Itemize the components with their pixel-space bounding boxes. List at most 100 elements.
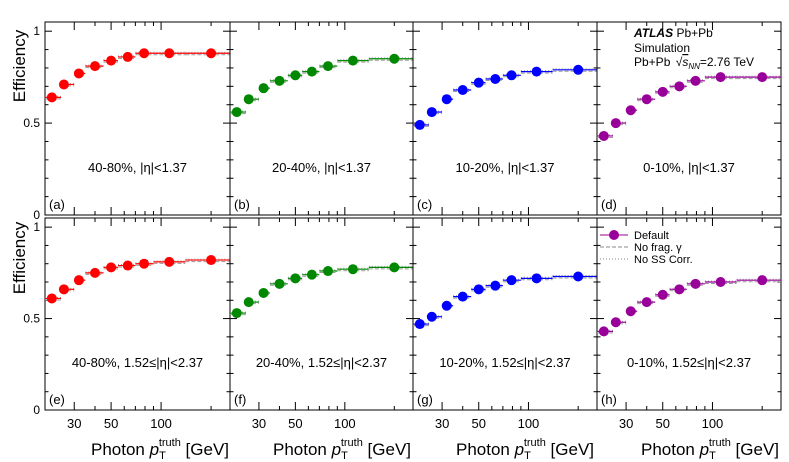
x-tick-label: 30 [435, 416, 449, 431]
data-point [306, 269, 317, 280]
data-point [258, 287, 269, 298]
x-tick-label: 50 [655, 416, 669, 431]
data-point [122, 260, 133, 271]
data-point [457, 85, 468, 96]
legend-nofrag-label: No frag. γ [634, 242, 682, 254]
data-point [506, 70, 517, 81]
data-point [414, 119, 425, 130]
panel-frame [596, 21, 782, 216]
panel-c: (c) 10-20%, |η|<1.37 [412, 21, 598, 216]
data-point [641, 94, 652, 105]
data-point [490, 73, 501, 84]
data-point [274, 75, 285, 86]
panel-g: 30 50 100 (g) 10-20%, 1.52≤|η|<2.37 [412, 217, 598, 431]
data-point [164, 48, 175, 59]
data-point [243, 297, 254, 308]
x-tick-label: 100 [150, 416, 172, 431]
panel-frame [229, 21, 414, 216]
data-point [258, 83, 269, 94]
panel-h: 30 50 100 (h) 0-10%, 1.52≤|η|<2.37 [596, 217, 782, 431]
x-tick-label: 30 [619, 416, 633, 431]
x-tick-label: 50 [471, 416, 485, 431]
data-point [106, 55, 117, 66]
y-tick-label: 0.5 [23, 312, 40, 326]
data-point [58, 284, 69, 295]
data-point [641, 297, 652, 308]
y-tick-label: 1 [33, 220, 40, 234]
data-point [106, 262, 117, 273]
data-point [139, 48, 150, 59]
data-point [58, 79, 69, 90]
data-point [573, 64, 584, 75]
atlas-label: ATLAS [633, 26, 673, 40]
data-point [426, 107, 437, 118]
data-point [206, 255, 217, 266]
data-point [426, 311, 437, 322]
series-no-ss-line [413, 275, 597, 324]
legend-default-marker [609, 230, 619, 240]
x-tick-label: 50 [288, 416, 302, 431]
x-axis-title-col1: Photon pTtruth [GeV] [91, 437, 229, 462]
data-point [323, 61, 334, 72]
data-point [598, 326, 609, 337]
y-tick-label: 0 [33, 208, 40, 222]
panel-label: (f) [234, 392, 246, 407]
series-no-frag-line [45, 261, 230, 301]
data-point [473, 284, 484, 295]
data-point [715, 277, 726, 287]
legend-noss-label: No SS Corr. [634, 254, 693, 266]
panel-centrality-text: 20-40%, |η|<1.37 [272, 160, 371, 175]
panel-frame [44, 217, 231, 411]
data-point [573, 271, 584, 282]
panel-frame [44, 21, 231, 216]
data-point [531, 66, 542, 77]
series-no-frag-line [45, 54, 230, 100]
y-axis-title-bottom: Efficiency [10, 221, 29, 294]
data-point [457, 291, 468, 302]
data-point [89, 61, 100, 72]
panel-centrality-text: 10-20%, |η|<1.37 [456, 160, 555, 175]
data-point [441, 94, 452, 105]
svg-text:Photon pTtruth [GeV]: Photon pTtruth [GeV] [91, 437, 229, 462]
data-point [690, 278, 701, 289]
x-tick-label: 50 [104, 416, 118, 431]
data-point [389, 262, 400, 273]
series-no-frag-line [230, 59, 413, 115]
data-point [715, 72, 726, 83]
data-point [531, 273, 542, 284]
data-point [657, 289, 668, 300]
data-point [73, 68, 84, 79]
panel-label: (b) [234, 197, 250, 212]
panel-centrality-text: 40-80%, 1.52≤|η|<2.37 [72, 355, 203, 370]
panel-a: 0 0.5 1 (a) 40-80%, |η|<1.37 [23, 21, 231, 222]
panels-group: 0 0.5 1 (a) 40-80%, |η|<1.37 (b) 20-40%, |η|<1… [23, 21, 782, 431]
atlas-annotation: ATLAS Pb+Pb Simulation Pb+Pb √sNN=2.76 T… [633, 26, 754, 71]
series-no-ss-line [45, 51, 230, 97]
data-point [206, 48, 217, 59]
data-point [598, 130, 609, 141]
y-tick-label: 0 [33, 403, 40, 417]
svg-text:Photon pTtruth [GeV]: Photon pTtruth [GeV] [456, 437, 594, 462]
data-point [323, 266, 334, 277]
data-point [757, 72, 768, 83]
x-tick-label: 100 [334, 416, 356, 431]
data-point [231, 107, 242, 118]
series-no-frag-line [413, 70, 597, 127]
energy-label: Pb+Pb √sNN=2.76 TeV [634, 55, 754, 71]
series-no-frag-line [413, 277, 597, 327]
panel-label: (h) [601, 392, 617, 407]
system-label: Pb+Pb [676, 26, 713, 40]
data-point [122, 51, 133, 62]
data-point [757, 275, 768, 286]
x-tick-label: 30 [67, 416, 81, 431]
series-no-ss-line [597, 75, 781, 136]
data-point [243, 94, 254, 105]
data-point [231, 308, 242, 319]
legend: Default No frag. γ No SS Corr. [600, 230, 693, 266]
data-point [473, 77, 484, 88]
data-point [164, 256, 175, 267]
x-tick-label: 100 [702, 416, 724, 431]
data-point [46, 293, 57, 304]
panel-frame [596, 217, 782, 411]
